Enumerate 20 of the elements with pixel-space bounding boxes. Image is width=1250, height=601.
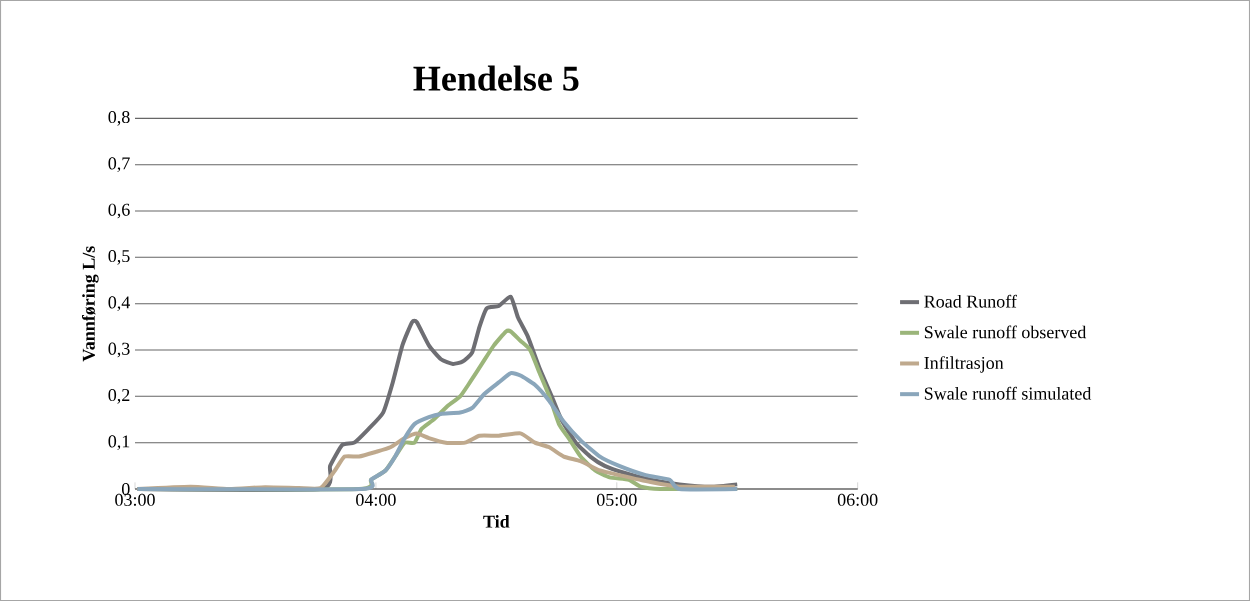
y-tick-label: 0,7 (108, 157, 130, 173)
y-tick-label: 0,4 (108, 296, 131, 312)
legend-label: Swale runoff simulated (924, 386, 1092, 400)
y-tick-label: 0,5 (108, 249, 130, 265)
legend-label: Swale runoff observed (924, 325, 1087, 339)
y-tick-label: 0,3 (108, 342, 130, 358)
y-tick-label: 0,2 (108, 388, 130, 404)
x-tick-label: 04:00 (356, 493, 396, 506)
x-tick-label: 06:00 (837, 493, 878, 506)
x-axis-title: Tid (483, 515, 510, 528)
y-axis-title: Vannføring L/s (81, 246, 99, 362)
x-tick-label: 03:00 (115, 493, 155, 506)
legend-label: Road Runoff (924, 294, 1017, 308)
line-series (135, 371, 740, 492)
y-tick-label: 0,8 (108, 110, 130, 126)
x-tick-label: 05:00 (596, 493, 637, 506)
y-tick-label: 0,6 (108, 203, 130, 219)
legend-label: Infiltrasjon (924, 356, 1004, 373)
y-tick-label: 0,1 (108, 435, 130, 451)
chart-title: Hendelse 5 (413, 65, 579, 91)
